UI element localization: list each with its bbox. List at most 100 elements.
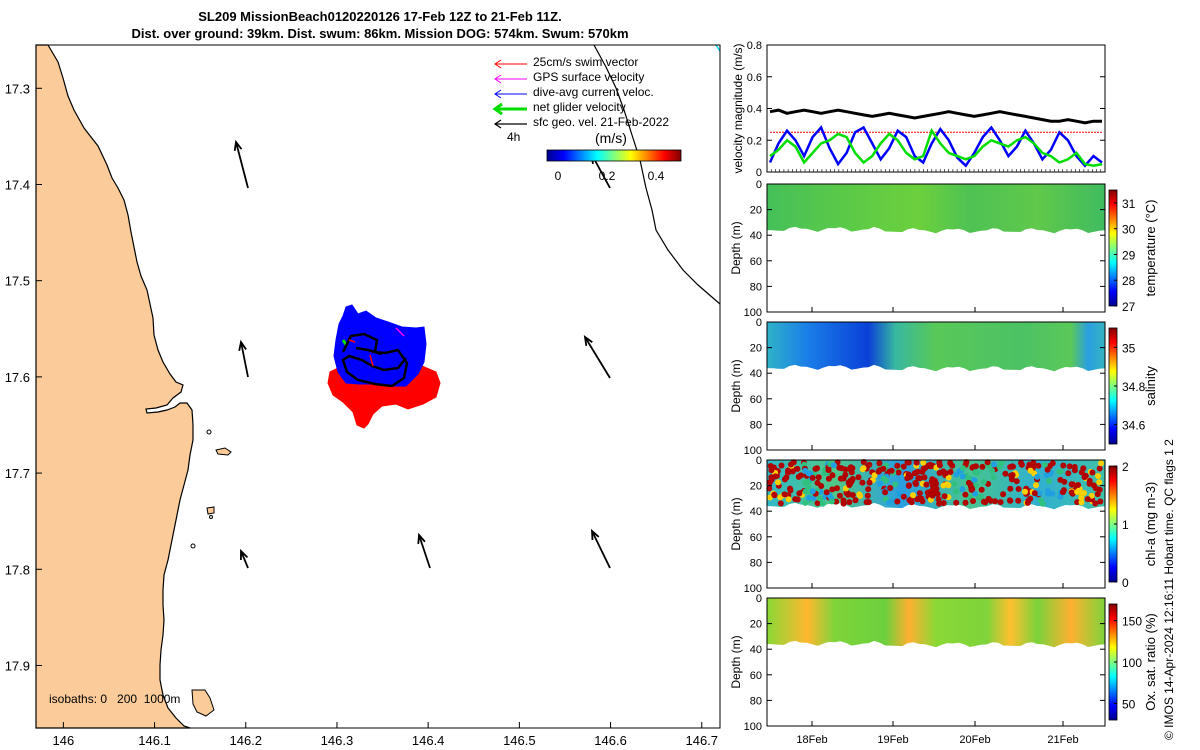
section-ylabel: Depth (m) — [729, 635, 743, 688]
chl-sample-dot — [1089, 469, 1096, 476]
chl-sample-dot — [1074, 499, 1081, 506]
glider-track-cluster — [327, 304, 441, 429]
chl-sample-dot — [817, 495, 824, 502]
chl-sample-dot — [940, 482, 947, 489]
chl-sample-dot — [1039, 500, 1046, 507]
map-xtick-label: 146.4 — [412, 733, 445, 748]
chl-sample-dot — [836, 492, 843, 499]
section-ytick-label: 0 — [756, 179, 762, 191]
chl-sample-dot — [882, 489, 889, 496]
chl-sample-dot — [1034, 473, 1041, 480]
velocity-ytick-label: 0 — [756, 167, 762, 179]
chl-sample-dot — [960, 465, 966, 472]
glider-path — [341, 332, 409, 388]
chl-sample-dot — [1006, 497, 1013, 504]
chl-sample-dot — [975, 494, 982, 501]
land-islet-3 — [209, 515, 213, 519]
current-vectors-cloud — [333, 304, 427, 387]
chl-sample-dot — [991, 461, 998, 468]
colorbar-tick-label: 35 — [1122, 341, 1136, 355]
chl-sample-dot — [1036, 490, 1043, 497]
section-ylabel: Depth (m) — [729, 497, 743, 550]
legend-label: GPS surface velocity — [533, 70, 644, 84]
chl-sample-dot — [896, 490, 903, 497]
chl-sample-dot — [1096, 479, 1103, 486]
land-islet-2 — [190, 543, 196, 549]
map-ytick-label: 17.4 — [5, 177, 30, 192]
map-xtick-label: 146.3 — [321, 733, 354, 748]
chl-sample-dot — [875, 468, 882, 475]
chl-sample-dot — [1066, 463, 1073, 470]
chl-sample-dot — [913, 459, 920, 466]
chl-sample-dot — [921, 465, 928, 472]
chl-sample-dot — [978, 486, 985, 493]
colorbar-tick-label: 2 — [1122, 460, 1129, 474]
chl-sample-dot — [876, 480, 883, 487]
section-xtick-label: 18Feb — [796, 734, 827, 746]
section-data-fill — [767, 322, 1105, 372]
chl-sample-dot — [798, 472, 804, 479]
salinity-section: 0 20 40 60 80 100 Depth (m) 34.6 34.8 35 salinity — [729, 317, 1158, 457]
chl-sample-dot — [860, 465, 867, 472]
section-ytick-label: 0 — [756, 317, 762, 329]
chl-sample-dot — [972, 482, 979, 488]
chl-sample-dot — [979, 463, 986, 470]
chl-sample-dot — [906, 497, 913, 504]
chl-sample-dot — [778, 462, 785, 469]
chl-sample-dot — [777, 500, 784, 507]
section-xtick-label: 19Feb — [877, 734, 908, 746]
chl-sample-dot — [805, 483, 812, 490]
chl-sample-dot — [830, 462, 837, 469]
legend-label: dive-avg current veloc. — [533, 85, 654, 99]
chl-sample-dot — [785, 496, 792, 503]
chl-sample-dot — [916, 475, 923, 482]
chl-sample-dot — [929, 487, 936, 493]
colorbar-tick-label: 150 — [1122, 615, 1142, 629]
chl-sample-dot — [1057, 493, 1064, 500]
chl-sample-dot — [892, 481, 899, 488]
chl-sample-dot — [1098, 460, 1104, 467]
chl-sample-dot — [1074, 489, 1081, 495]
chl-sample-dot — [1007, 464, 1014, 470]
chl-sample-dot — [802, 499, 809, 506]
map-legend: 25cm/s swim vector GPS surface velocity … — [492, 55, 682, 183]
chl-sample-dot — [1057, 476, 1064, 483]
land-island-3 — [191, 689, 215, 717]
chart-title: SL209 MissionBeach0120220126 17-Feb 12Z … — [0, 8, 760, 42]
chl-sample-dot — [1059, 489, 1066, 496]
geostrophic-arrow — [583, 335, 611, 379]
chl-sample-dot — [936, 470, 943, 476]
chl-sample-dot — [985, 495, 992, 502]
chl-sample-dot — [1049, 460, 1056, 467]
cyan-mark — [715, 44, 721, 52]
chl-sample-dot — [846, 499, 853, 506]
section-ytick-label: 0 — [756, 455, 762, 467]
chl-sample-dot — [989, 467, 995, 474]
section-xtick-label: 20Feb — [959, 734, 990, 746]
chl-sample-dot — [992, 498, 999, 505]
section-ytick-label: 100 — [744, 721, 762, 733]
colorbar-tick-label: 27 — [1122, 300, 1136, 314]
chl-sample-dot — [971, 477, 978, 484]
chl-sample-dot — [1015, 497, 1022, 504]
chl-sample-dot — [829, 472, 836, 479]
section-ytick-label: 100 — [744, 583, 762, 595]
section-ytick-label: 80 — [750, 695, 762, 707]
colorbar-tick-label: 1 — [1122, 518, 1129, 532]
chl-sample-dot — [984, 459, 991, 466]
chl-sample-dot — [980, 478, 987, 485]
oxygen-section: 0 20 40 60 80 100 Depth (m) 50 100 150 Ox. sat. ra… — [729, 593, 1158, 746]
chl-sample-dot — [1018, 460, 1024, 466]
land-mainland — [35, 44, 194, 729]
section-data-fill — [767, 184, 1105, 234]
colorbar-tick: 0 — [555, 169, 562, 183]
chl-sample-dot — [866, 479, 873, 486]
chl-sample-dot — [859, 479, 866, 486]
geostrophic-arrow — [590, 528, 611, 569]
section-ytick-label: 80 — [750, 419, 762, 431]
chl-sample-dot — [927, 463, 934, 470]
land-islet-1 — [206, 429, 212, 435]
chl-sample-dot — [990, 474, 997, 481]
chl-sample-dot — [880, 465, 887, 472]
section-axes-box — [766, 321, 1106, 451]
